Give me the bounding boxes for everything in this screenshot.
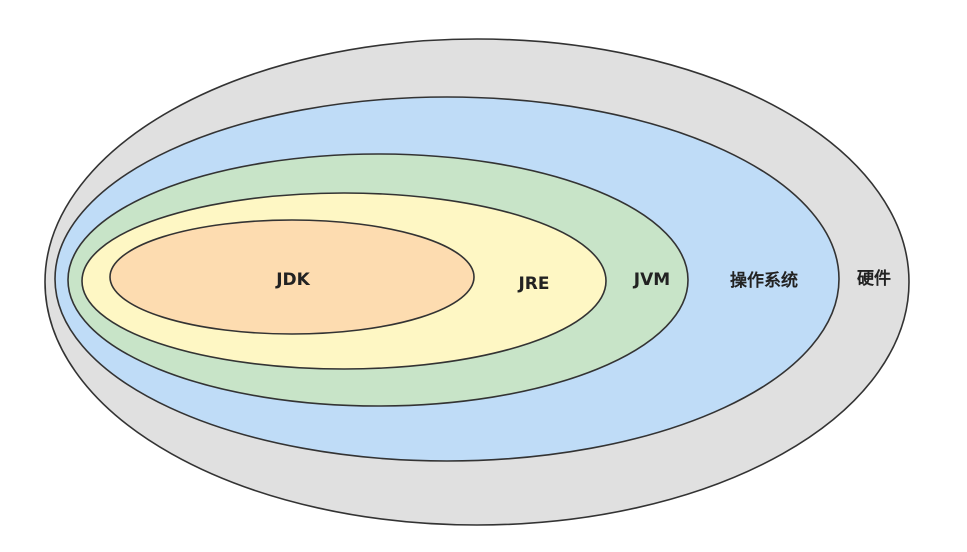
- layer-os-label: 操作系统: [730, 270, 798, 291]
- layer-jdk-label: JDK: [275, 270, 310, 290]
- layer-jre-label: JRE: [517, 274, 549, 294]
- layer-jdk-ellipse: [109, 219, 475, 335]
- layer-jvm-label: JVM: [633, 270, 670, 290]
- layer-hardware-label: 硬件: [857, 268, 891, 289]
